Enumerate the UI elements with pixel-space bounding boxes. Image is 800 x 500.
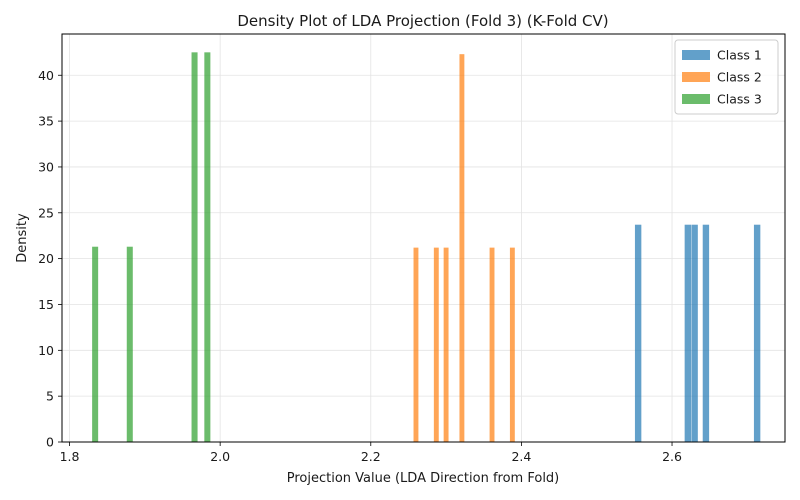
y-tick-label: 0 <box>46 435 54 450</box>
bar-class-1 <box>634 224 642 442</box>
chart-title: Density Plot of LDA Projection (Fold 3) … <box>237 12 608 30</box>
y-tick-label: 25 <box>38 205 54 220</box>
x-tick-label: 2.2 <box>361 449 381 464</box>
y-tick-label: 35 <box>38 114 54 129</box>
y-tick-label: 20 <box>38 251 54 266</box>
bar-class-3 <box>204 52 211 443</box>
bar-class-2 <box>433 247 439 442</box>
bar-class-3 <box>92 246 99 442</box>
y-axis: 0 5 10 15 20 25 30 35 40 <box>38 68 62 450</box>
y-axis-title: Density <box>15 213 30 263</box>
bar-class-3 <box>191 52 198 443</box>
x-tick-label: 2.0 <box>210 449 230 464</box>
y-tick-label: 5 <box>46 389 54 404</box>
bar-class-2 <box>509 247 515 442</box>
legend-swatch-class-3 <box>682 94 710 104</box>
legend-label-class-2: Class 2 <box>717 70 762 85</box>
x-axis-title: Projection Value (LDA Direction from Fol… <box>287 471 560 486</box>
x-tick-label: 2.6 <box>662 449 682 464</box>
legend: Class 1 Class 2 Class 3 <box>674 39 779 115</box>
bar-class-2 <box>413 247 419 442</box>
y-tick-label: 40 <box>38 68 54 83</box>
y-tick-label: 15 <box>38 297 54 312</box>
bar-class-1 <box>691 224 698 442</box>
x-tick-label: 1.8 <box>60 449 80 464</box>
bar-class-1 <box>684 224 692 442</box>
plot-frame <box>61 33 786 443</box>
bars <box>92 52 761 443</box>
bar-class-2 <box>489 247 495 442</box>
x-tick-label: 2.4 <box>511 449 531 464</box>
bar-class-2 <box>443 247 449 442</box>
bar-class-1 <box>702 224 710 442</box>
y-tick-label: 10 <box>38 343 54 358</box>
legend-label-class-3: Class 3 <box>717 92 762 107</box>
legend-swatch-class-1 <box>682 50 710 60</box>
x-axis: 1.8 2.0 2.2 2.4 2.6 <box>60 442 682 464</box>
legend-swatch-class-2 <box>682 72 710 82</box>
y-tick-label: 30 <box>38 159 54 174</box>
legend-label-class-1: Class 1 <box>717 48 762 63</box>
bar-class-3 <box>126 246 133 442</box>
bar-class-2 <box>459 54 465 443</box>
bar-class-1 <box>753 224 761 442</box>
